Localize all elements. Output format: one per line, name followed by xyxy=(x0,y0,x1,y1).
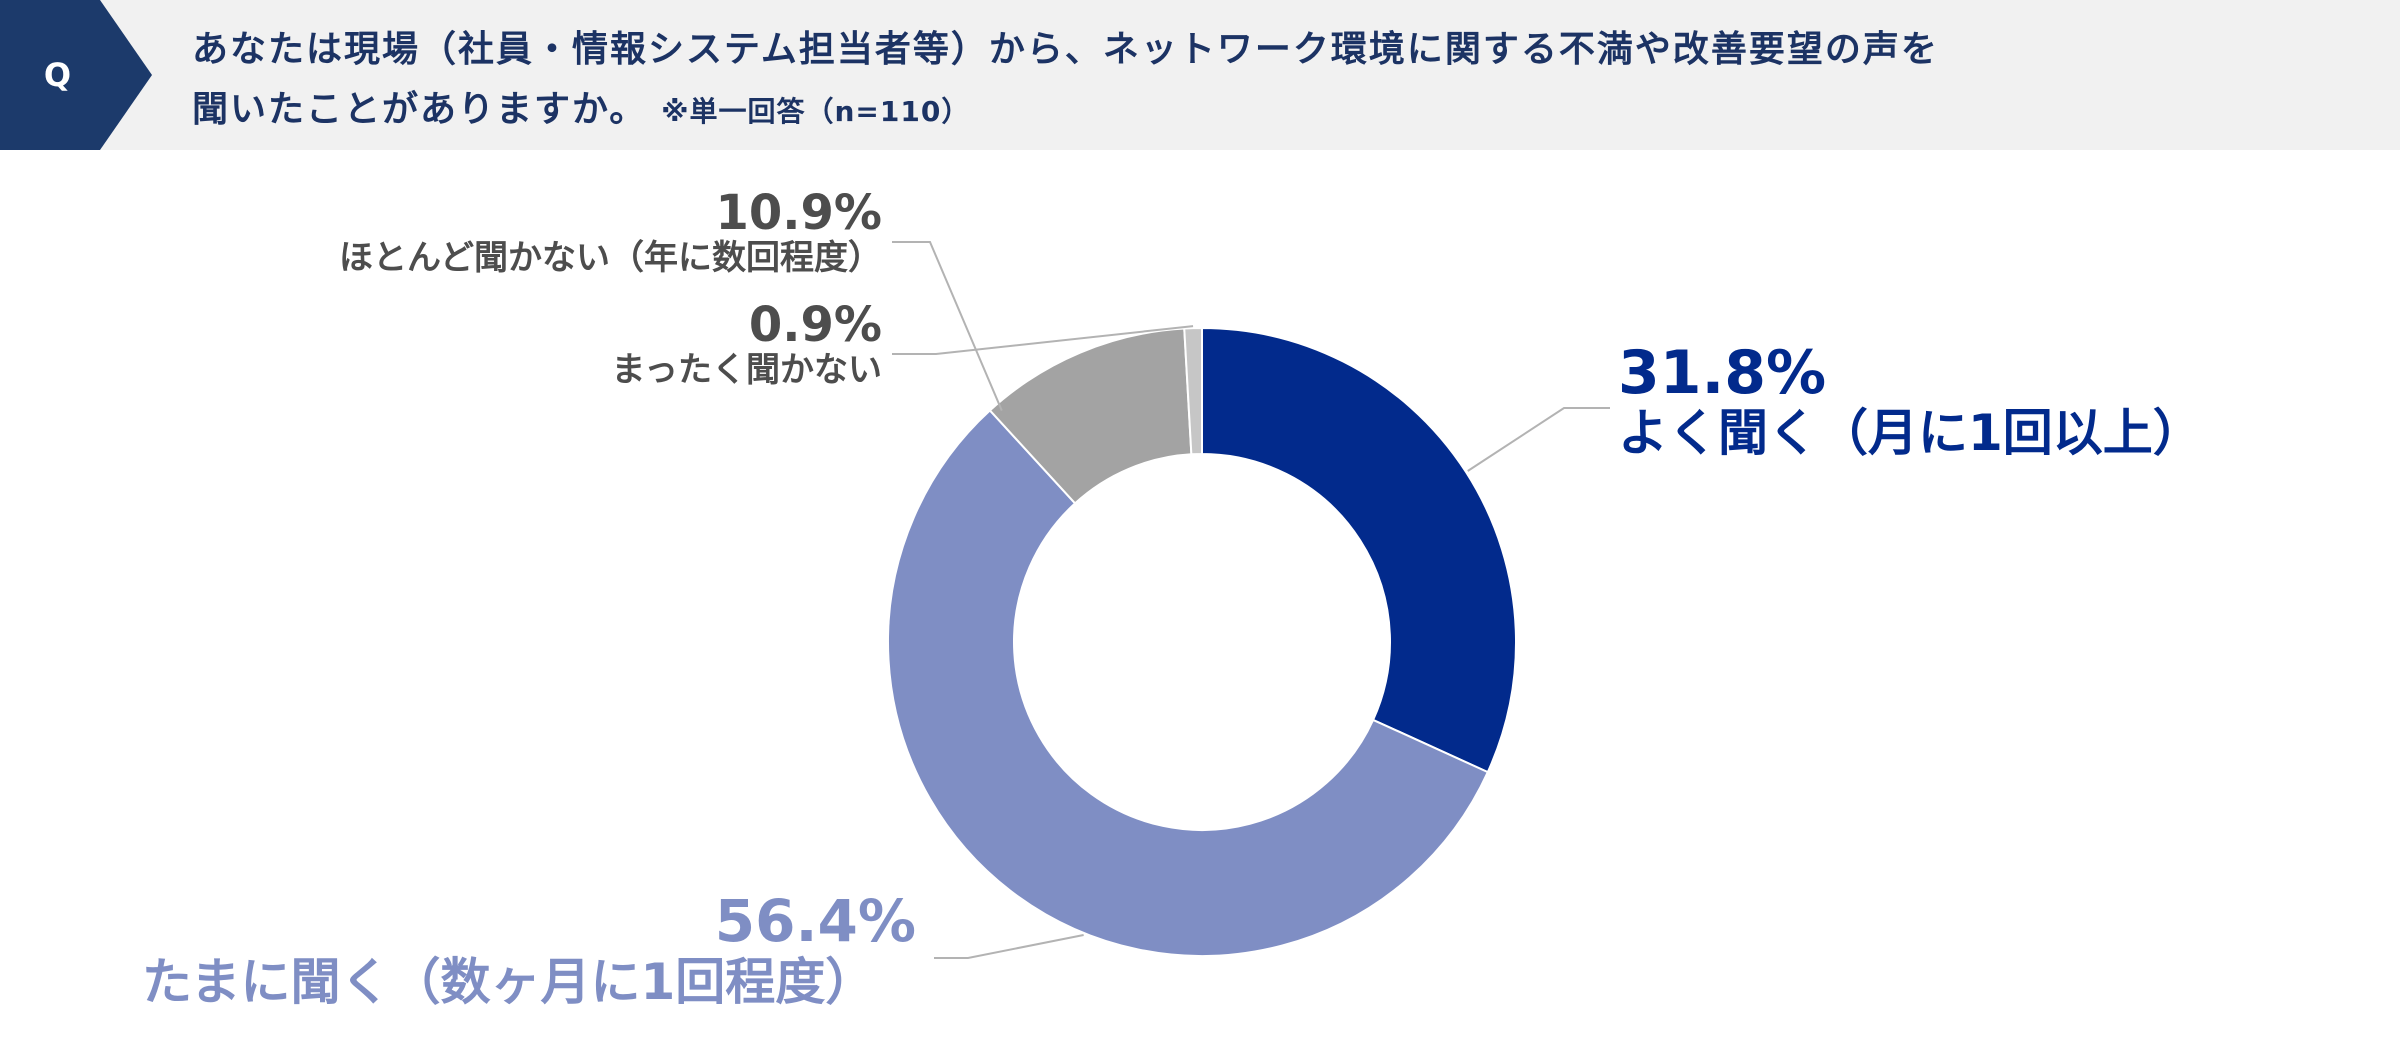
question-header: Q あなたは現場（社員・情報システム担当者等）から、ネットワーク環境に関する不満… xyxy=(0,0,2400,150)
label-sometimes-pct: 56.4% xyxy=(714,887,916,955)
label-often-pct: 31.8% xyxy=(1618,338,1827,408)
label-often: 31.8% よく聞く（月に1回以上） xyxy=(1618,342,2203,462)
label-rarely: 10.9% ほとんど聞かない（年に数回程度） xyxy=(339,188,882,278)
question-badge: Q xyxy=(0,0,152,150)
donut-chart xyxy=(887,241,1610,959)
label-rarely-name: ほとんど聞かない（年に数回程度） xyxy=(339,238,882,278)
badge-letter: Q xyxy=(43,56,72,94)
question-text: あなたは現場（社員・情報システム担当者等）から、ネットワーク環境に関する不満や改… xyxy=(192,20,2372,142)
leader-line-rarely xyxy=(892,241,1003,411)
question-line-2: 聞いたことがありますか。 ※単一回答（n=110） xyxy=(192,80,2372,142)
question-note: ※単一回答（n=110） xyxy=(661,95,971,128)
slice-sometimes xyxy=(887,409,1490,957)
slice-never xyxy=(1183,326,1203,456)
label-often-name: よく聞く（月に1回以上） xyxy=(1618,404,2203,462)
question-line-2-text: 聞いたことがありますか。 xyxy=(192,89,648,130)
leader-line-never xyxy=(892,325,1194,355)
slice-often xyxy=(1201,326,1517,774)
label-never-pct: 0.9% xyxy=(748,297,882,353)
badge-arrow-shape xyxy=(0,0,152,150)
label-sometimes-name-block: たまに聞く（数ヶ月に1回程度） xyxy=(142,952,875,1012)
label-sometimes: 56.4% xyxy=(715,890,918,952)
question-line-1: あなたは現場（社員・情報システム担当者等）から、ネットワーク環境に関する不満や改… xyxy=(192,29,1939,70)
label-rarely-pct: 10.9% xyxy=(715,185,882,241)
leader-line-sometimes xyxy=(934,934,1084,959)
donut-chart-area: 31.8% よく聞く（月に1回以上） 56.4% たまに聞く（数ヶ月に1回程度）… xyxy=(0,150,2400,1054)
label-never: 0.9% まったく聞かない xyxy=(611,300,882,390)
leader-line-often xyxy=(1467,407,1610,472)
label-never-name: まったく聞かない xyxy=(611,350,882,390)
label-sometimes-name: たまに聞く（数ヶ月に1回程度） xyxy=(142,953,876,1011)
